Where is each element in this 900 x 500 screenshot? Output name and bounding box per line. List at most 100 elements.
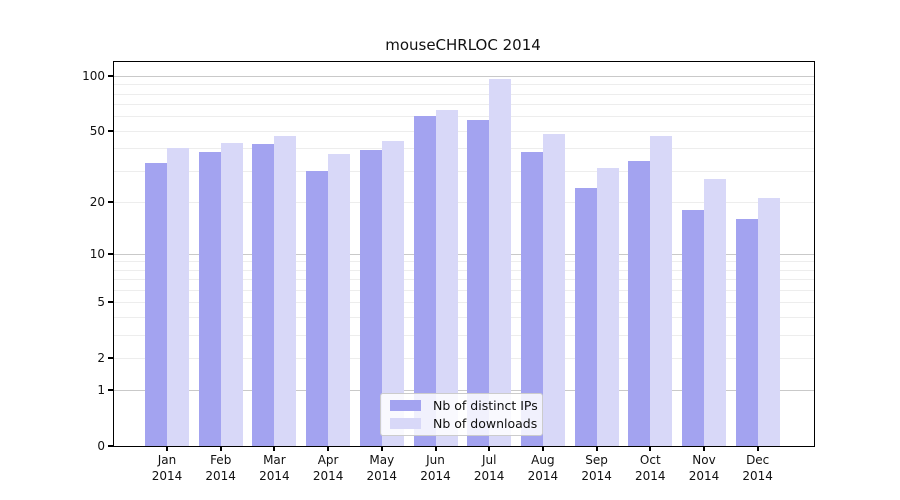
x-tick-label-may: May 2014 <box>354 452 410 484</box>
x-tick-aug <box>541 446 544 451</box>
x-label-month: Apr <box>317 453 339 467</box>
y-tick-label-2: 2 <box>97 350 105 365</box>
y-tick-label-10: 10 <box>89 246 105 261</box>
x-tick-feb <box>219 446 222 451</box>
x-label-year: 2014 <box>205 469 236 483</box>
legend-label-ips: Nb of distinct IPs <box>433 398 538 413</box>
bar-downloads-jan <box>167 148 189 446</box>
bar-ips-apr <box>306 170 329 446</box>
x-tick-jun <box>434 446 437 451</box>
x-tick-mar <box>273 446 276 451</box>
x-tick-label-jun: Jun 2014 <box>408 452 464 484</box>
bar-downloads-may <box>381 140 404 446</box>
x-tick-nov <box>703 446 705 451</box>
x-label-year: 2014 <box>527 469 559 483</box>
y-tick-100 <box>108 74 114 77</box>
y-tick-label-5: 5 <box>97 295 105 310</box>
bar-ips-nov <box>682 209 704 446</box>
x-label-year: 2014 <box>259 469 290 483</box>
major-gridline-100 <box>114 75 814 77</box>
x-label-month: Nov <box>692 453 716 467</box>
x-label-month: Mar <box>263 453 286 467</box>
bar-ips-sep <box>574 187 597 446</box>
chart-title: mouseCHRLOC 2014 <box>385 36 541 54</box>
y-tick-label-20: 20 <box>89 194 105 209</box>
minor-gridline-70 <box>114 104 814 106</box>
x-label-month: Feb <box>210 453 232 467</box>
minor-gridline-80 <box>114 93 814 95</box>
x-tick-label-dec: Dec 2014 <box>730 452 786 484</box>
x-label-year: 2014 <box>151 469 183 483</box>
minor-gridline-40 <box>114 148 814 150</box>
x-label-year: 2014 <box>473 469 505 483</box>
bar-downloads-aug <box>542 133 565 446</box>
minor-gridline-90 <box>114 84 814 86</box>
y-tick-1 <box>108 389 114 392</box>
y-tick-label-100: 100 <box>82 68 105 83</box>
y-tick-label-1: 1 <box>97 383 105 398</box>
bar-downloads-dec <box>757 198 780 446</box>
minor-gridline-7 <box>114 279 814 281</box>
x-label-year: 2014 <box>366 469 398 483</box>
x-label-month: May <box>369 453 395 467</box>
y-tick-20 <box>108 200 114 203</box>
y-tick-50 <box>108 129 114 132</box>
x-label-month: Jul <box>481 453 497 467</box>
y-tick-5 <box>108 301 114 304</box>
bar-downloads-jul <box>489 79 512 446</box>
bar-ips-may <box>359 150 382 446</box>
minor-gridline-6 <box>114 289 814 291</box>
x-label-year: 2014 <box>742 469 773 483</box>
minor-gridline-9 <box>114 261 814 263</box>
x-tick-label-jul: Jul 2014 <box>461 452 517 484</box>
bar-ips-mar <box>252 144 275 446</box>
minor-gridline-4 <box>114 316 814 318</box>
x-label-month: Aug <box>531 453 555 467</box>
bar-downloads-nov <box>704 178 726 446</box>
x-tick-label-feb: Feb 2014 <box>193 452 249 484</box>
bar-downloads-oct <box>650 135 673 446</box>
y-tick-0 <box>108 445 114 447</box>
y-tick-label-0: 0 <box>97 439 105 453</box>
minor-gridline-50 <box>114 130 814 132</box>
major-gridline-10 <box>114 253 814 255</box>
bar-downloads-apr <box>328 154 351 446</box>
x-label-month: Oct <box>639 453 661 467</box>
plot-area <box>113 61 815 447</box>
legend-label-downloads: Nb of downloads <box>433 416 538 431</box>
x-tick-label-sep: Sep 2014 <box>569 452 625 484</box>
x-label-month: Jun <box>426 453 445 467</box>
x-tick-apr <box>327 446 330 451</box>
x-label-year: 2014 <box>420 469 451 483</box>
x-tick-label-nov: Nov 2014 <box>676 452 732 484</box>
x-label-month: Dec <box>746 453 770 467</box>
x-tick-label-oct: Oct 2014 <box>622 452 678 484</box>
legend-item-downloads: Nb of downloads <box>381 416 542 431</box>
x-tick-label-jan: Jan 2014 <box>139 452 195 484</box>
x-tick-jan <box>166 446 168 451</box>
bar-ips-aug <box>520 152 543 446</box>
x-label-month: Sep <box>585 453 608 467</box>
legend-swatch-downloads <box>390 418 421 429</box>
minor-gridline-5 <box>114 302 814 304</box>
minor-gridline-60 <box>114 116 814 118</box>
minor-gridline-2 <box>114 357 814 359</box>
x-label-year: 2014 <box>688 469 720 483</box>
legend-item-distinct-ips: Nb of distinct IPs <box>381 398 542 413</box>
x-tick-sep <box>595 446 598 451</box>
legend-swatch-ips <box>390 400 421 411</box>
x-tick-jul <box>488 446 491 451</box>
bar-ips-dec <box>735 218 758 446</box>
minor-gridline-30 <box>114 170 814 172</box>
y-tick-2 <box>108 356 114 359</box>
x-tick-label-aug: Aug 2014 <box>515 452 571 484</box>
bar-ips-jan <box>145 163 167 446</box>
bar-ips-oct <box>628 160 651 446</box>
bar-ips-jul <box>467 120 490 446</box>
x-tick-may <box>380 446 383 451</box>
bar-ips-jun <box>413 116 436 446</box>
bar-downloads-sep <box>596 168 619 446</box>
bar-downloads-feb <box>220 142 243 446</box>
minor-gridline-8 <box>114 269 814 271</box>
